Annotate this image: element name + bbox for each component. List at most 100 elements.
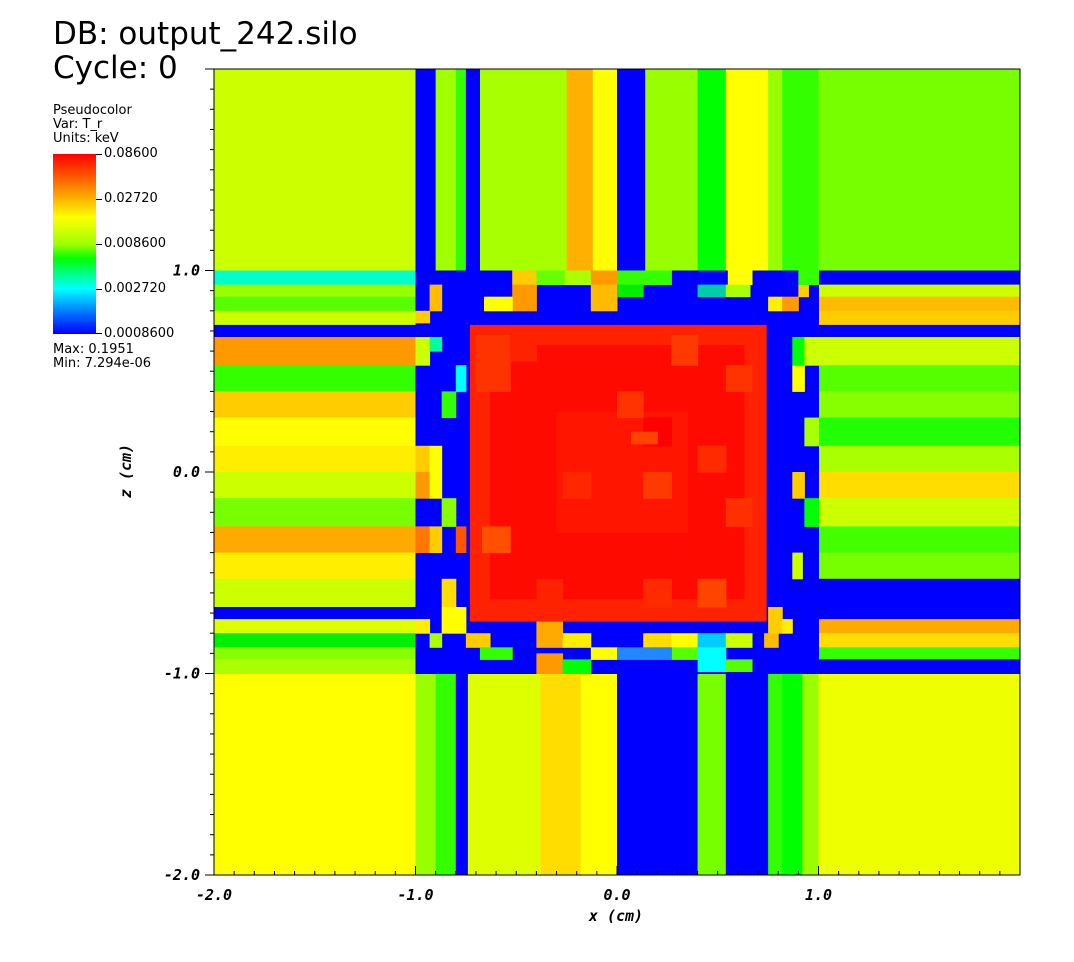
heatmap-cell — [214, 69, 416, 271]
heatmap-cell — [645, 69, 699, 271]
heatmap-cell — [415, 310, 431, 324]
heatmap-cell — [214, 391, 416, 419]
heatmap-cell — [214, 633, 416, 648]
heatmap-cell — [214, 659, 416, 674]
colorbar-tick — [96, 333, 102, 334]
heatmap-cell — [214, 417, 416, 447]
legend-max: Max: 0.1951 — [53, 342, 134, 357]
heatmap-cell — [429, 284, 443, 312]
x-tick-label: 0.0 — [603, 886, 630, 904]
heatmap-cell — [804, 417, 819, 447]
heatmap-cell — [617, 69, 646, 271]
colorbar-label: 0.008600 — [104, 236, 167, 251]
heatmap-cell — [782, 296, 799, 312]
heatmap-cell — [792, 337, 805, 366]
heatmap-cell — [465, 633, 491, 648]
database-title: DB: output_242.silo — [53, 16, 358, 52]
heatmap-cell — [818, 391, 1021, 419]
heatmap-cell — [564, 270, 592, 286]
heatmap-cell — [415, 526, 431, 554]
heatmap-cell — [768, 69, 783, 271]
heatmap-cell — [804, 337, 819, 366]
heatmap-cell — [802, 673, 819, 876]
colorbar-label: 0.02720 — [104, 191, 158, 206]
heatmap-cell — [441, 578, 457, 608]
heatmap-cell — [671, 633, 699, 648]
heatmap-cell — [214, 284, 416, 298]
heatmap-cell — [214, 445, 416, 473]
heatmap-cell — [792, 365, 805, 392]
heatmap-cell — [429, 445, 443, 499]
heatmap-cell — [484, 296, 513, 312]
heatmap-cell — [725, 284, 751, 298]
heatmap-cell — [818, 445, 1021, 473]
heatmap-cell — [512, 270, 537, 286]
heatmap-cell — [455, 673, 469, 876]
heatmap-cell — [536, 578, 564, 608]
heatmap-cell — [631, 431, 658, 445]
heatmap-cell — [566, 69, 594, 271]
x-tick-label: 1.0 — [805, 886, 832, 904]
heatmap-cell — [214, 673, 416, 876]
heatmap-cell — [415, 619, 431, 634]
heatmap-cell — [697, 69, 727, 271]
heatmap-cell — [697, 673, 727, 876]
heatmap-cell — [465, 69, 481, 271]
heatmap-cell — [214, 296, 416, 312]
heatmap-cell — [214, 472, 416, 499]
heatmap-cell — [818, 270, 1021, 286]
heatmap-cell — [214, 270, 416, 286]
heatmap-cell — [617, 270, 672, 286]
heatmap-cell — [818, 365, 1021, 392]
colorbar-tick — [96, 154, 102, 155]
heatmap-cell — [643, 578, 672, 608]
heatmap-cell — [782, 619, 793, 634]
heatmap-cell — [435, 673, 457, 876]
heatmap-cell — [214, 324, 416, 338]
colorbar-tick — [96, 199, 102, 200]
colorbar — [53, 154, 96, 334]
heatmap-cell — [617, 391, 644, 419]
heatmap-cell — [818, 284, 1021, 298]
heatmap-cell — [435, 69, 457, 271]
colorbar-tick — [96, 289, 102, 290]
heatmap-cell — [429, 633, 443, 648]
heatmap-cell — [818, 633, 1021, 648]
heatmap-cell — [725, 69, 769, 271]
heatmap-cell — [214, 607, 416, 620]
heatmap-cell — [214, 578, 416, 608]
heatmap-cell — [536, 619, 564, 648]
heatmap-cell — [415, 472, 431, 499]
heatmap-cell — [818, 472, 1021, 499]
heatmap-cell — [590, 647, 618, 660]
y-tick-label: -1.0 — [164, 665, 200, 683]
heatmap-cell — [617, 647, 672, 660]
heatmap-cell — [727, 270, 753, 286]
heatmap-cell — [214, 337, 416, 366]
heatmap-cell — [671, 334, 699, 366]
heatmap-cell — [479, 647, 513, 660]
legend-plot-type: Pseudocolor — [53, 103, 132, 118]
heatmap-cell — [580, 673, 618, 876]
heatmap-cell — [798, 270, 819, 286]
heatmap-cell — [540, 673, 582, 876]
heatmap-cell — [510, 334, 537, 362]
cycle-title: Cycle: 0 — [53, 50, 178, 86]
x-tick-label: -2.0 — [196, 886, 232, 904]
colorbar-label: 0.0008600 — [104, 326, 175, 341]
x-tick-label: -1.0 — [397, 886, 433, 904]
legend-min: Min: 7.294e-06 — [53, 356, 152, 371]
heatmap-cell — [562, 659, 592, 674]
heatmap-cell — [617, 673, 699, 876]
heatmap-cell — [415, 69, 437, 271]
heatmap-cell — [697, 284, 727, 298]
heatmap-cell — [562, 633, 592, 648]
heatmap-cell — [536, 270, 566, 286]
heatmap-cell — [725, 659, 753, 672]
heatmap-cell — [768, 673, 783, 876]
heatmap-cell — [214, 310, 416, 326]
heatmap-cell — [725, 633, 753, 648]
heatmap-cell — [214, 619, 416, 634]
heatmap-cell — [697, 445, 727, 473]
